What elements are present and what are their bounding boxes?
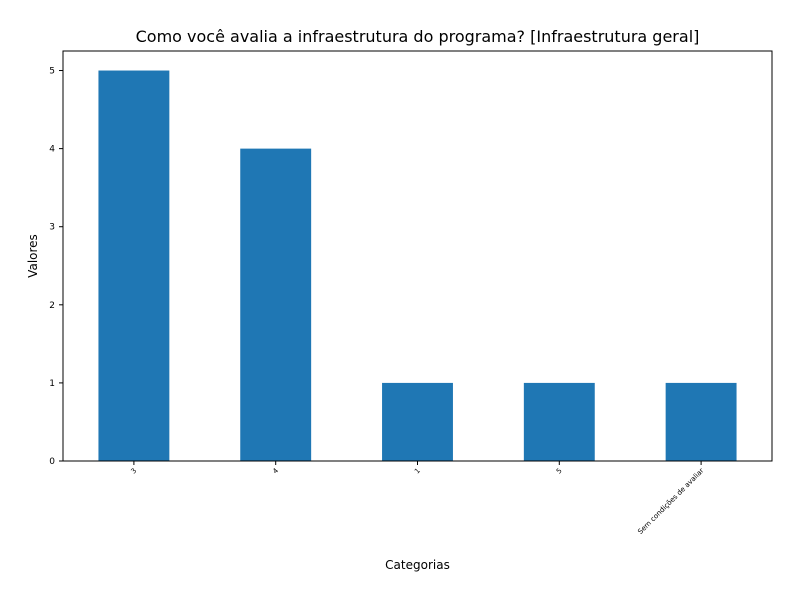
bar-3	[523, 382, 595, 461]
bar-2	[382, 382, 453, 461]
y-tick-label-4: 4	[49, 145, 55, 155]
x-tick-label-2: 1	[413, 467, 422, 476]
chart-title: Como você avalia a infraestrutura do pro…	[136, 27, 700, 46]
bar-0	[98, 70, 170, 462]
plot-frame	[62, 50, 773, 462]
y-tick-label-5: 5	[49, 67, 55, 77]
x-axis-label: Categorias	[385, 558, 450, 572]
y-tick-label-2: 2	[49, 301, 55, 311]
x-tick-label-1: 4	[271, 466, 280, 475]
x-tick-label-0: 3	[129, 467, 138, 476]
y-tick-label-3: 3	[49, 223, 55, 233]
bar-1	[240, 148, 312, 461]
y-tick-label-1: 1	[49, 379, 55, 389]
bar-4	[665, 382, 737, 461]
y-tick-label-0: 0	[49, 457, 55, 467]
x-tick-label-3: 5	[555, 467, 564, 476]
y-axis-label: Valores	[26, 234, 40, 278]
